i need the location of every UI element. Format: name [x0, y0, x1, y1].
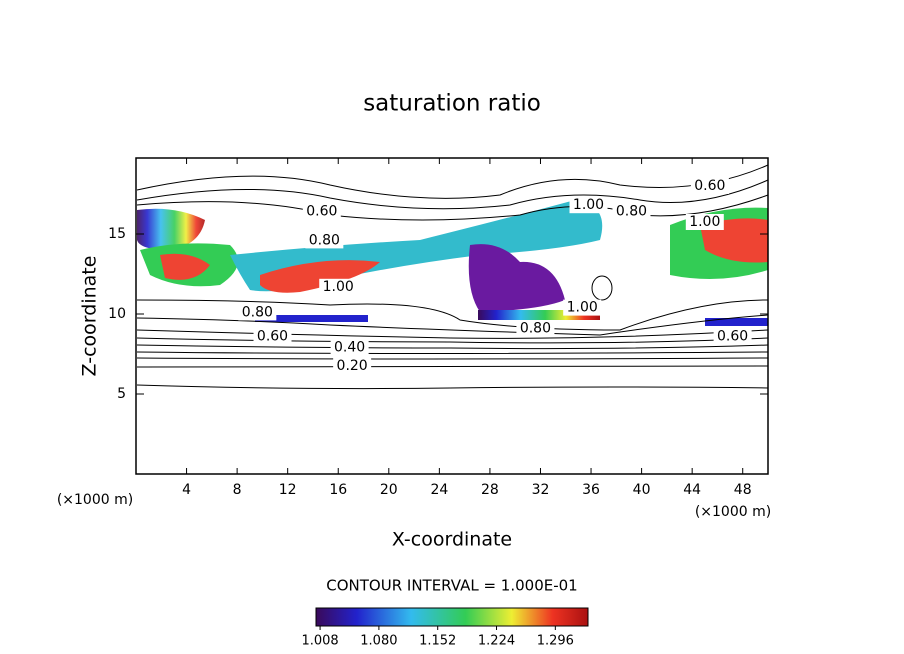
contour-label: 0.80	[520, 320, 551, 336]
contour-label: 0.60	[257, 328, 288, 344]
contour-label: 0.80	[616, 204, 647, 220]
y-unit-label: (×1000 m)	[57, 492, 133, 508]
colorbar-tick-label: 1.152	[419, 634, 456, 649]
x-tick-label: 16	[329, 482, 347, 498]
contour-label: 1.00	[567, 300, 598, 316]
x-axis-label: X-coordinate	[392, 529, 512, 551]
contour-label: 1.00	[323, 279, 354, 295]
y-axis-label: Z-coordinate	[79, 256, 101, 377]
contour-label: 0.60	[717, 328, 748, 344]
x-tick-label: 12	[279, 482, 297, 498]
contour-label-bg	[690, 178, 729, 194]
shaded-regions	[137, 200, 768, 326]
contour-label-bg	[238, 304, 277, 321]
contour-label: 1.00	[573, 197, 604, 213]
contour-label-bg	[713, 328, 752, 345]
contour-label-bg	[305, 232, 344, 249]
contour-label-bg	[516, 320, 555, 337]
x-tick-label: 4	[182, 482, 191, 498]
contour-label-bg	[319, 278, 358, 295]
contour-interval: CONTOUR INTERVAL = 1.000E-01	[326, 577, 577, 595]
x-tick-label: 28	[481, 482, 499, 498]
x-tick-label: 32	[532, 482, 550, 498]
x-tick-label: 44	[683, 482, 701, 498]
contour-label-bg	[302, 203, 341, 220]
colorbar	[315, 607, 589, 627]
x-tick-label: 48	[734, 482, 752, 498]
x-tick-label: 8	[233, 482, 242, 498]
contour-label-bg	[563, 299, 602, 316]
y-tick-label: 15	[108, 226, 126, 242]
y-tick-label: 10	[108, 306, 126, 322]
contour-label: 0.80	[309, 232, 340, 248]
colorbar-tick-label: 1.080	[360, 634, 397, 649]
chart-title: saturation ratio	[363, 91, 541, 117]
contour-label: 0.40	[334, 340, 365, 356]
contour-label: 0.60	[306, 204, 337, 220]
contour-label-bg	[685, 214, 724, 230]
x-tick-label: 20	[380, 482, 398, 498]
contour-label-bg	[612, 203, 651, 220]
colorbar-tick-label: 1.296	[537, 634, 574, 649]
contour-label: 0.60	[694, 178, 725, 194]
contour-label: 0.20	[337, 358, 368, 374]
x-tick-label: 24	[430, 482, 448, 498]
colorbar-tick-label: 1.008	[301, 634, 338, 649]
x-tick-label: 40	[633, 482, 651, 498]
contour-lines	[136, 164, 769, 390]
colorbar-tick-label: 1.224	[478, 634, 515, 649]
contour-label-bg	[330, 339, 369, 356]
contour-label-bg	[253, 328, 292, 345]
x-tick-label: 36	[582, 482, 600, 498]
y-tick-label: 5	[117, 386, 126, 402]
contour-label-bg	[333, 358, 372, 374]
contour-label: 0.80	[242, 304, 273, 320]
contour-label: 1.00	[689, 214, 720, 230]
x-unit-label: (×1000 m)	[695, 504, 771, 520]
plot-frame	[135, 157, 769, 475]
contour-label-bg	[569, 197, 608, 214]
